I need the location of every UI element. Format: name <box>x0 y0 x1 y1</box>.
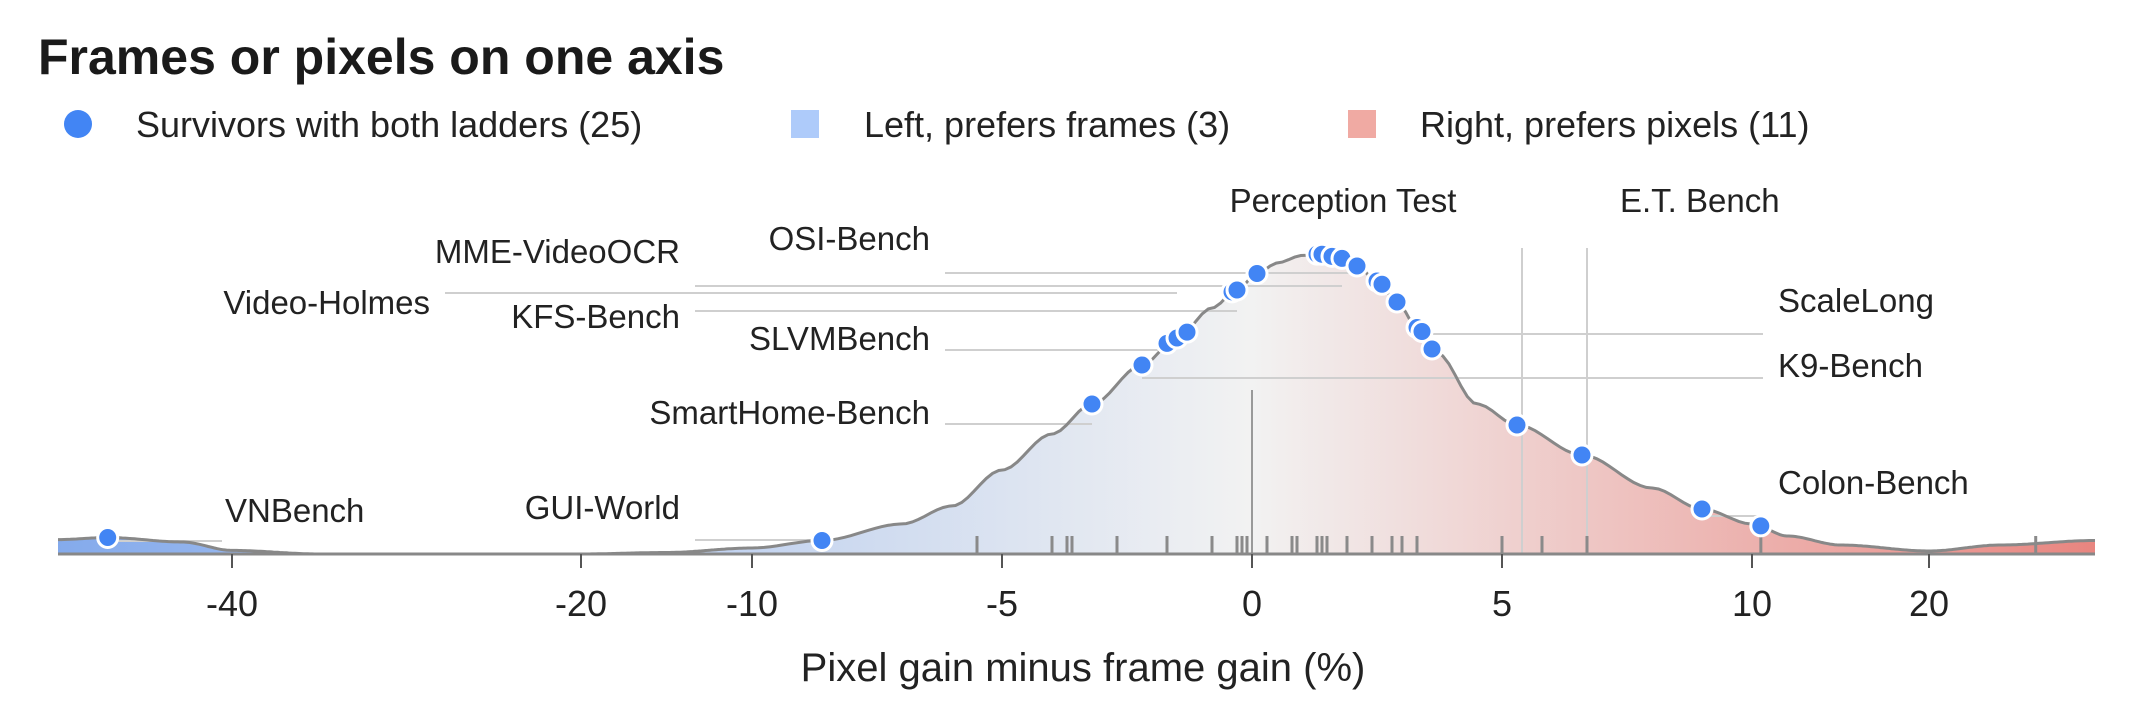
point-label: Perception Test <box>1230 182 1457 219</box>
point-label: MME-VideoOCR <box>435 233 680 270</box>
data-point <box>96 526 120 549</box>
point-label: KFS-Bench <box>511 298 680 335</box>
legend-label: Survivors with both ladders (25) <box>136 104 642 145</box>
x-tick-label: 20 <box>1909 583 1949 624</box>
legend-marker-square <box>1348 110 1376 138</box>
point-label: VNBench <box>225 492 364 529</box>
x-axis-title: Pixel gain minus frame gain (%) <box>801 646 1366 690</box>
point-label: E.T. Bench <box>1620 182 1780 219</box>
legend-marker-square <box>791 110 819 138</box>
rug-marks <box>975 536 2038 554</box>
data-point <box>1570 443 1594 467</box>
data-point <box>1505 413 1529 437</box>
point-label: OSI-Bench <box>769 220 930 257</box>
point-labels: VNBench GUI-World SmartHome-Bench Video-Hol… <box>223 182 1968 529</box>
x-tick-label: -10 <box>726 583 778 624</box>
point-label: ScaleLong <box>1778 282 1934 319</box>
data-point <box>1385 290 1409 314</box>
legend-label: Left, prefers frames (3) <box>864 104 1230 145</box>
legend: Survivors with both ladders (25) Left, pr… <box>64 104 1809 145</box>
point-label: SmartHome-Bench <box>649 394 930 431</box>
chart-title: Frames or pixels on one axis <box>38 29 724 85</box>
point-label: Video-Holmes <box>223 284 430 321</box>
data-point <box>1245 262 1269 285</box>
point-label: K9-Bench <box>1778 347 1923 384</box>
data-point <box>1420 337 1444 361</box>
x-tick-label: -20 <box>555 583 607 624</box>
point-label: SLVMBench <box>749 320 930 357</box>
data-point <box>1345 254 1369 278</box>
data-point <box>810 529 834 552</box>
x-tick-label: -40 <box>206 583 258 624</box>
x-tick-label: 0 <box>1242 583 1262 624</box>
label-leaders <box>107 248 1763 554</box>
data-point <box>1410 320 1434 343</box>
data-point <box>1175 320 1199 344</box>
point-label: GUI-World <box>525 489 680 526</box>
data-point <box>1690 497 1714 521</box>
data-point <box>1080 392 1104 416</box>
data-point <box>1130 353 1154 377</box>
plot-area: VNBench GUI-World SmartHome-Bench Video-Hol… <box>58 182 2095 556</box>
x-tick-label: 5 <box>1492 583 1512 624</box>
data-point <box>1370 272 1394 296</box>
x-tick-label: -5 <box>986 583 1018 624</box>
x-tick-label: 10 <box>1732 583 1772 624</box>
data-point <box>1225 278 1249 302</box>
data-point <box>1749 514 1773 538</box>
x-axis: -40 -20 -10 -5 0 5 10 20 <box>206 554 1949 624</box>
density-area <box>58 254 2095 554</box>
point-label: Colon-Bench <box>1778 464 1969 501</box>
data-points <box>96 242 1773 552</box>
legend-label: Right, prefers pixels (11) <box>1420 104 1809 145</box>
legend-marker-circle <box>64 110 92 138</box>
